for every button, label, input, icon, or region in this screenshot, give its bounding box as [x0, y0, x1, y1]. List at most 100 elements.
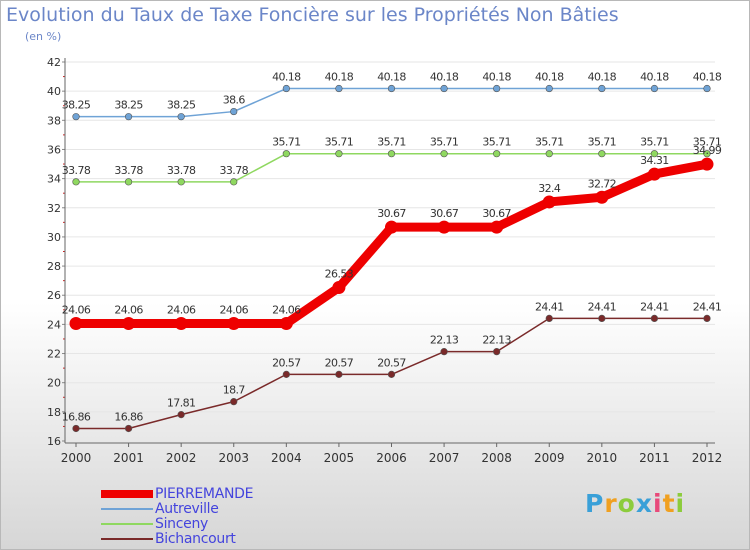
data-label-pierremande: 26.53 — [325, 268, 354, 281]
data-point-autreville — [703, 84, 711, 93]
x-tick-label: 2004 — [271, 451, 302, 465]
data-label-pierremande: 24.06 — [272, 304, 301, 317]
data-point-autreville — [230, 107, 238, 116]
data-label-bichancourt: 22.13 — [482, 334, 511, 347]
data-label-autreville: 38.25 — [167, 99, 196, 112]
data-label-sinceny: 33.78 — [167, 164, 196, 177]
data-point-pierremande — [647, 167, 661, 181]
data-label-pierremande: 34.31 — [640, 154, 669, 167]
data-label-bichancourt: 17.81 — [167, 397, 196, 410]
x-tick-label: 2002 — [166, 451, 197, 465]
x-tick-label: 2011 — [639, 451, 670, 465]
data-label-sinceny: 35.71 — [325, 136, 354, 149]
data-label-sinceny: 35.71 — [377, 136, 406, 149]
data-point-pierremande — [437, 220, 451, 234]
data-point-autreville — [387, 84, 396, 93]
data-point-sinceny — [177, 178, 185, 186]
logo-letter: o — [617, 489, 636, 518]
data-label-sinceny: 35.71 — [430, 136, 459, 149]
chart-title: Evolution du Taux de Taxe Foncière sur l… — [6, 4, 619, 26]
data-point-bichancourt — [545, 314, 553, 323]
logo-letter: P — [585, 489, 605, 518]
y-tick-label: 16 — [47, 435, 61, 448]
data-label-autreville: 38.25 — [62, 99, 91, 112]
data-label-bichancourt: 24.41 — [588, 300, 617, 313]
data-point-bichancourt — [650, 314, 659, 323]
data-label-sinceny: 33.78 — [220, 164, 249, 177]
data-label-sinceny: 35.71 — [482, 136, 511, 149]
data-point-sinceny — [282, 150, 290, 158]
data-point-autreville — [177, 113, 185, 121]
data-label-sinceny: 35.71 — [535, 136, 564, 149]
data-label-bichancourt: 20.57 — [325, 356, 354, 369]
logo-letter: t — [662, 489, 676, 518]
y-tick-label: 40 — [47, 85, 61, 98]
data-label-sinceny: 35.71 — [640, 136, 669, 149]
data-point-pierremande — [542, 195, 556, 209]
y-axis-unit: (en %) — [25, 30, 62, 43]
data-label-sinceny: 35.71 — [588, 136, 617, 149]
grid-lines — [65, 61, 715, 442]
data-label-pierremande: 30.67 — [482, 207, 511, 220]
data-label-autreville: 40.18 — [272, 71, 301, 84]
y-tick-label: 28 — [47, 260, 61, 273]
data-label-autreville: 40.18 — [535, 71, 564, 84]
y-tick-label: 36 — [47, 143, 61, 156]
data-point-pierremande — [490, 220, 504, 234]
y-tick-label: 38 — [47, 114, 61, 127]
logo-letter: r — [604, 489, 618, 518]
data-point-sinceny — [72, 178, 80, 186]
legend-label: PIERREMANDE — [155, 486, 254, 502]
x-tick-label: 2008 — [481, 451, 512, 465]
legend-swatch — [101, 490, 153, 498]
data-point-autreville — [493, 84, 501, 93]
data-point-bichancourt — [282, 370, 290, 378]
y-tick-label: 30 — [47, 231, 61, 244]
data-label-autreville: 40.18 — [377, 71, 406, 84]
data-point-autreville — [282, 84, 290, 93]
data-label-pierremande: 30.67 — [430, 207, 459, 220]
data-point-sinceny — [387, 150, 396, 158]
data-label-pierremande: 30.67 — [377, 207, 406, 220]
x-tick-label: 2010 — [587, 451, 618, 465]
x-tick-label: 2007 — [429, 451, 460, 465]
data-label-bichancourt: 20.57 — [377, 356, 406, 369]
data-point-sinceny — [335, 150, 343, 158]
data-label-autreville: 38.6 — [223, 94, 246, 107]
data-label-pierremande: 32.4 — [538, 182, 561, 195]
y-tick-label: 20 — [47, 377, 61, 390]
legend-swatch — [101, 508, 153, 510]
data-label-bichancourt: 22.13 — [430, 334, 459, 347]
logo-letter: i — [653, 489, 663, 518]
data-point-pierremande — [595, 190, 609, 204]
y-tick-label: 34 — [47, 173, 61, 186]
data-point-autreville — [440, 84, 448, 93]
data-point-pierremande — [385, 220, 398, 234]
data-point-pierremande — [69, 317, 83, 331]
logo-letter: i — [675, 489, 686, 518]
data-point-sinceny — [650, 150, 659, 158]
legend-label: Bichancourt — [155, 531, 236, 547]
data-point-pierremande — [332, 281, 346, 295]
data-label-bichancourt: 16.86 — [114, 410, 143, 423]
data-point-autreville — [72, 113, 80, 121]
data-point-sinceny — [545, 150, 553, 158]
data-label-pierremande: 24.06 — [220, 304, 249, 317]
y-tick-label: 18 — [47, 406, 61, 419]
data-labels: 38.25 38.25 38.25 38.6 40.18 40.18 40.18 40.18 4… — [62, 71, 723, 424]
proxiti-logo: Proxiti — [585, 489, 685, 518]
x-tick-label: 2012 — [692, 451, 723, 465]
data-label-autreville: 40.18 — [482, 71, 511, 84]
data-point-pierremande — [227, 317, 241, 331]
data-point-pierremande — [174, 317, 188, 331]
x-tick-label: 2005 — [324, 451, 355, 465]
data-label-bichancourt: 18.7 — [223, 384, 246, 397]
data-point-bichancourt — [335, 370, 343, 378]
legend-label: Autreville — [155, 501, 219, 517]
data-point-sinceny — [124, 178, 133, 186]
data-label-sinceny: 35.71 — [693, 136, 722, 149]
data-point-sinceny — [440, 150, 448, 158]
y-tick-label: 32 — [47, 202, 61, 215]
data-point-sinceny — [703, 150, 711, 158]
y-tick-label: 24 — [47, 318, 61, 331]
